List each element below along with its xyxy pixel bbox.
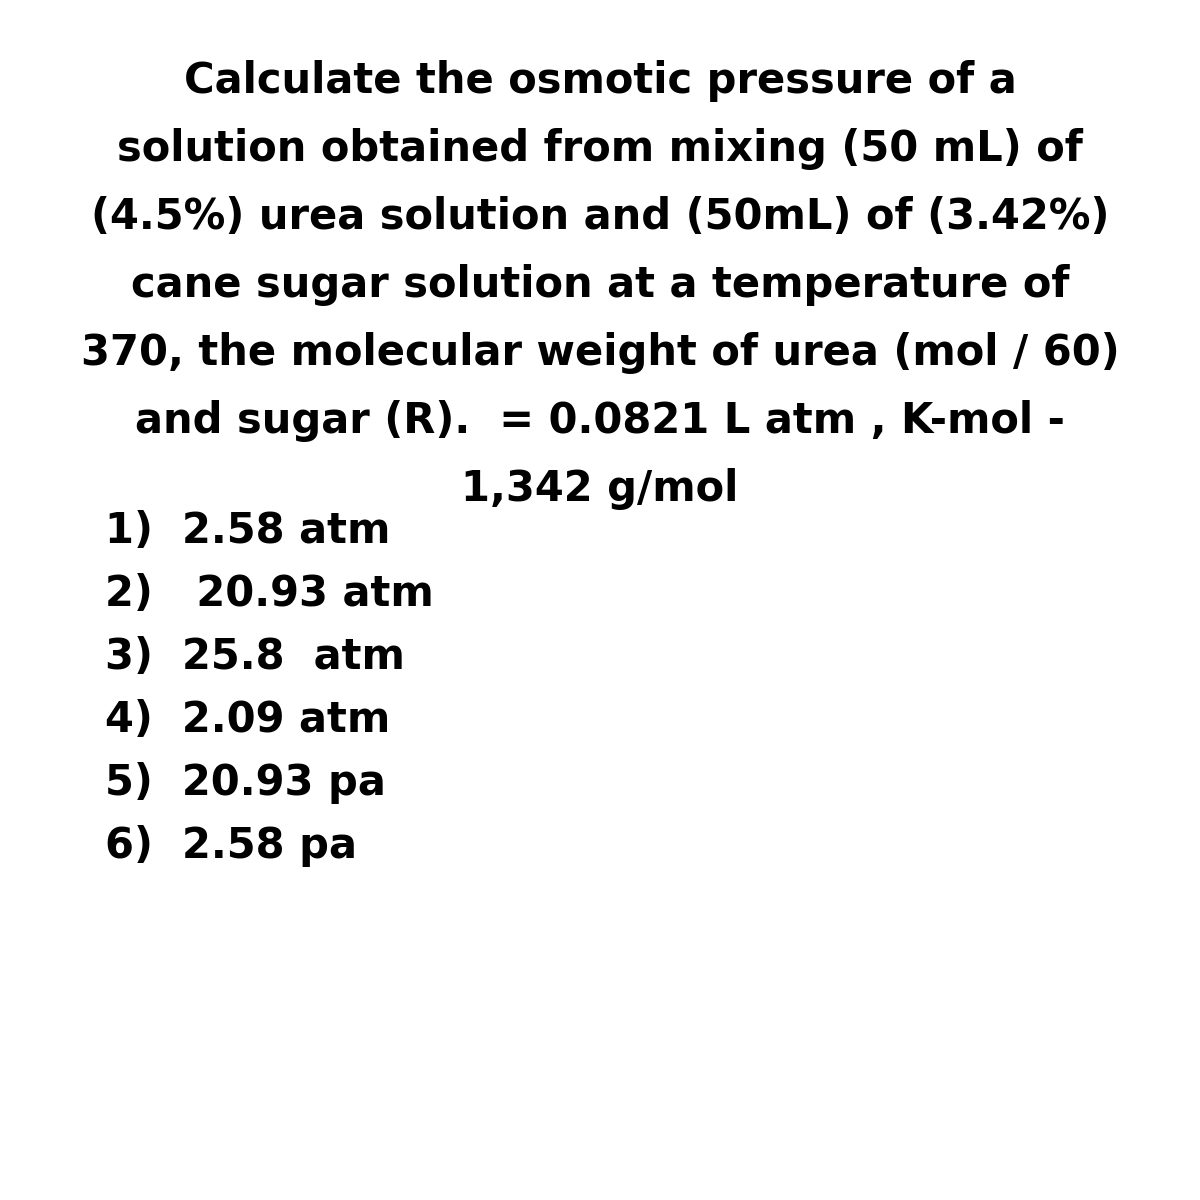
Text: Calculate the osmotic pressure of a: Calculate the osmotic pressure of a xyxy=(184,60,1016,102)
Text: 2)   20.93 atm: 2) 20.93 atm xyxy=(106,572,433,614)
Text: 4)  2.09 atm: 4) 2.09 atm xyxy=(106,698,390,740)
Text: 6)  2.58 pa: 6) 2.58 pa xyxy=(106,826,358,866)
Text: 1,342 g/mol: 1,342 g/mol xyxy=(461,468,739,510)
Text: and sugar (R).  = 0.0821 L atm , K-mol -: and sugar (R). = 0.0821 L atm , K-mol - xyxy=(136,400,1064,442)
Text: 370, the molecular weight of urea (mol / 60): 370, the molecular weight of urea (mol /… xyxy=(80,332,1120,374)
Text: 3)  25.8  atm: 3) 25.8 atm xyxy=(106,636,404,678)
Text: solution obtained from mixing (50 mL) of: solution obtained from mixing (50 mL) of xyxy=(118,128,1082,170)
Text: 5)  20.93 pa: 5) 20.93 pa xyxy=(106,762,386,804)
Text: (4.5%) urea solution and (50mL) of (3.42%): (4.5%) urea solution and (50mL) of (3.42… xyxy=(91,196,1109,238)
Text: cane sugar solution at a temperature of: cane sugar solution at a temperature of xyxy=(131,264,1069,306)
Text: 1)  2.58 atm: 1) 2.58 atm xyxy=(106,510,390,552)
